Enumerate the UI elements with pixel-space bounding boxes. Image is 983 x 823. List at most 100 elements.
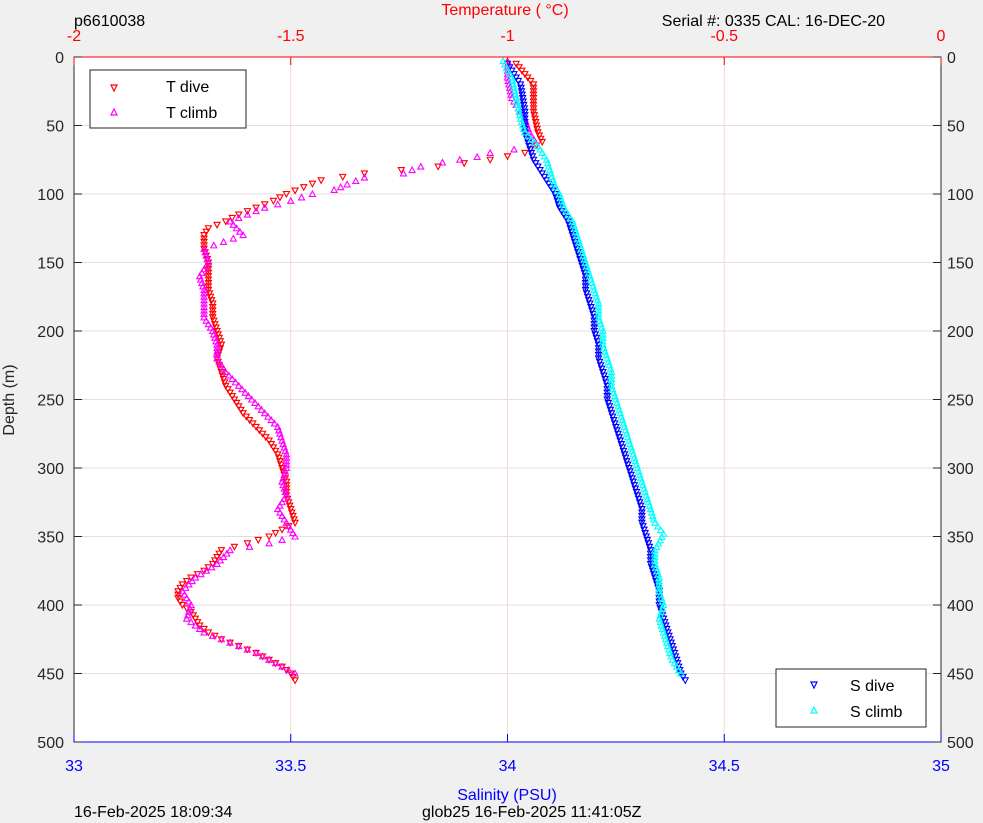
data-point bbox=[267, 440, 276, 449]
data-point bbox=[182, 577, 191, 586]
data-point bbox=[308, 189, 317, 198]
data-point bbox=[533, 163, 542, 171]
data-point bbox=[529, 84, 538, 92]
data-point bbox=[668, 643, 677, 651]
data-point bbox=[655, 580, 664, 588]
data-point bbox=[200, 625, 208, 634]
data-point bbox=[581, 273, 590, 281]
data-point bbox=[674, 665, 683, 674]
data-point bbox=[676, 669, 685, 677]
data-point bbox=[202, 261, 211, 269]
data-point bbox=[645, 543, 654, 551]
data-point bbox=[291, 677, 300, 685]
data-point bbox=[174, 591, 182, 599]
data-point bbox=[182, 614, 191, 622]
salinity-tick-label: 33.5 bbox=[275, 758, 306, 775]
data-point bbox=[282, 491, 291, 499]
data-point bbox=[208, 303, 217, 312]
data-point bbox=[594, 355, 603, 363]
data-point bbox=[593, 338, 602, 346]
data-point bbox=[195, 624, 204, 633]
data-point bbox=[213, 559, 221, 567]
data-point bbox=[568, 232, 577, 240]
data-point bbox=[218, 372, 227, 380]
data-point bbox=[191, 573, 200, 581]
data-point bbox=[603, 396, 612, 404]
data-point bbox=[291, 187, 300, 195]
y-tick-label-left: 100 bbox=[37, 187, 64, 204]
data-point bbox=[486, 156, 495, 164]
data-point bbox=[634, 495, 643, 503]
data-point bbox=[265, 437, 274, 445]
data-point bbox=[594, 299, 603, 307]
data-point bbox=[520, 128, 529, 136]
data-point bbox=[336, 183, 345, 191]
data-point bbox=[330, 185, 339, 193]
data-point bbox=[408, 165, 417, 174]
data-point bbox=[208, 631, 217, 639]
data-point bbox=[225, 371, 233, 379]
data-point bbox=[526, 146, 535, 154]
data-point bbox=[217, 547, 226, 555]
data-point bbox=[278, 464, 287, 473]
data-point bbox=[184, 580, 193, 588]
data-point bbox=[176, 598, 185, 606]
data-point bbox=[213, 327, 221, 336]
data-point bbox=[271, 530, 280, 538]
data-point bbox=[667, 639, 676, 647]
data-point bbox=[209, 317, 218, 325]
data-point bbox=[520, 108, 529, 116]
data-point bbox=[571, 242, 580, 250]
data-point bbox=[286, 506, 295, 514]
data-point bbox=[584, 297, 593, 305]
data-point bbox=[517, 84, 525, 92]
data-point bbox=[351, 176, 360, 185]
data-point bbox=[204, 629, 213, 637]
data-point bbox=[213, 553, 221, 562]
data-point bbox=[191, 621, 200, 629]
salinity-axis-label: Salinity (PSU) bbox=[457, 787, 557, 804]
data-point bbox=[243, 208, 252, 216]
data-point bbox=[531, 115, 539, 123]
data-point bbox=[569, 235, 578, 243]
data-point bbox=[182, 594, 191, 602]
data-point bbox=[455, 155, 464, 163]
data-point bbox=[674, 663, 683, 671]
data-point bbox=[282, 190, 291, 199]
salinity-tick-label: 35 bbox=[932, 758, 950, 775]
data-point bbox=[647, 564, 656, 572]
data-point bbox=[581, 279, 590, 288]
data-point bbox=[533, 125, 542, 134]
data-point bbox=[234, 403, 243, 411]
data-point bbox=[278, 526, 287, 534]
data-point bbox=[523, 136, 531, 144]
data-point bbox=[637, 516, 646, 524]
y-tick-label-right: 350 bbox=[947, 530, 974, 547]
data-point bbox=[261, 434, 270, 442]
data-point bbox=[200, 299, 208, 307]
data-point bbox=[607, 378, 616, 386]
data-point bbox=[228, 374, 237, 383]
data-point bbox=[553, 197, 562, 205]
data-point bbox=[663, 629, 672, 637]
data-point bbox=[232, 224, 241, 232]
data-point bbox=[540, 152, 549, 160]
data-point bbox=[672, 656, 681, 664]
data-point bbox=[228, 393, 237, 401]
data-point bbox=[515, 64, 523, 72]
data-point bbox=[271, 447, 280, 456]
data-point bbox=[607, 374, 616, 383]
data-point bbox=[616, 437, 625, 445]
data-point bbox=[287, 509, 296, 517]
data-point bbox=[603, 382, 612, 390]
data-point bbox=[188, 576, 197, 585]
data-point bbox=[200, 302, 208, 311]
y-tick-label-right: 450 bbox=[947, 667, 974, 684]
data-point bbox=[510, 145, 518, 153]
data-point bbox=[223, 386, 232, 394]
data-point bbox=[533, 141, 542, 150]
data-point bbox=[273, 504, 282, 513]
data-point bbox=[252, 423, 260, 432]
data-point bbox=[297, 193, 306, 201]
temperature-tick-label: -0.5 bbox=[710, 28, 738, 45]
